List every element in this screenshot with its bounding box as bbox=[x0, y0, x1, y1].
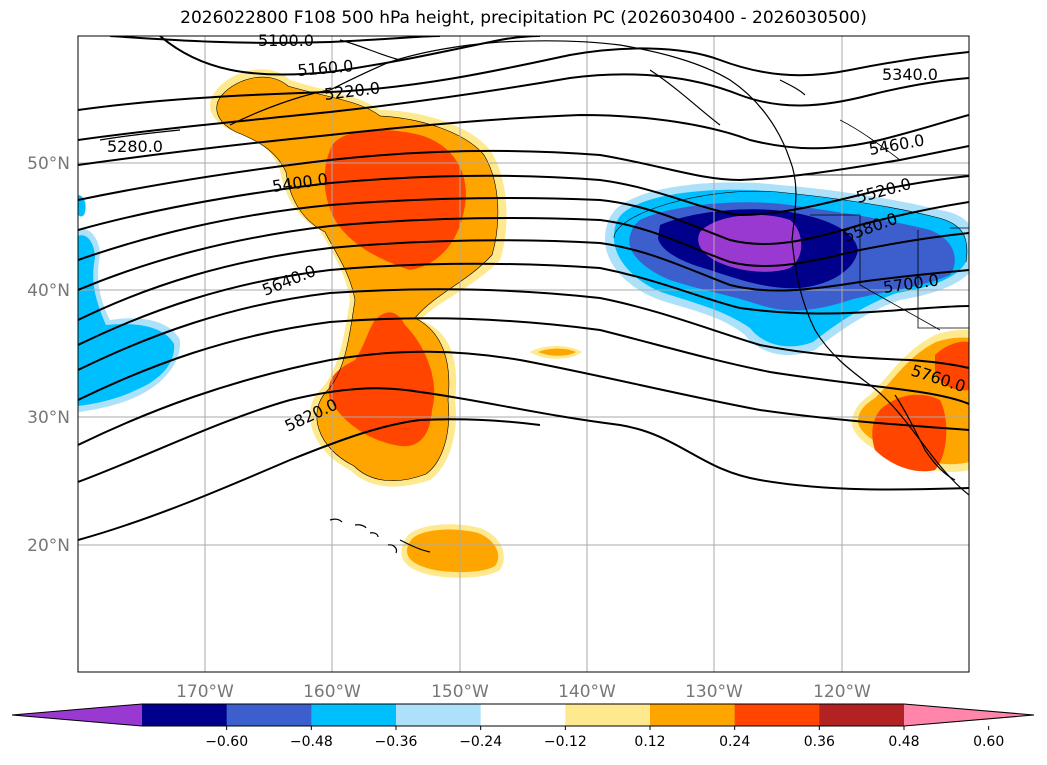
colorbar-swatch bbox=[311, 704, 397, 726]
contour-label: 5280.0 bbox=[107, 137, 163, 156]
colorbar-tick-label: −0.24 bbox=[459, 734, 502, 750]
contour-label: 5160.0 bbox=[297, 56, 354, 80]
colorbar-swatch bbox=[819, 704, 905, 726]
colorbar-swatch bbox=[565, 704, 651, 726]
colorbar-swatch bbox=[226, 704, 312, 726]
colorbar-tick-label: 0.36 bbox=[804, 734, 835, 750]
lat-tick: 30°N bbox=[27, 408, 70, 428]
colorbar-tick-label: 0.24 bbox=[719, 734, 750, 750]
contour-label: 5340.0 bbox=[882, 65, 938, 84]
colorbar-tick-label: −0.36 bbox=[375, 734, 418, 750]
colorbar-swatch bbox=[650, 704, 736, 726]
lon-tick: 130°W bbox=[685, 682, 743, 702]
map-content bbox=[78, 36, 969, 672]
colorbar-swatch bbox=[480, 704, 566, 726]
colorbar-outline bbox=[11, 703, 1035, 727]
lon-tick-labels: 170°W 160°W 150°W 140°W 130°W 120°W bbox=[176, 682, 871, 702]
colorbar-swatch bbox=[734, 704, 820, 726]
lon-tick: 150°W bbox=[431, 682, 489, 702]
colorbar: −0.60 −0.48 −0.36 −0.24 −0.12 0.12 0.24 0.36 0.4… bbox=[11, 703, 1035, 750]
lat-tick-labels: 50°N 40°N 30°N 20°N bbox=[27, 154, 70, 556]
lat-tick: 20°N bbox=[27, 536, 70, 556]
colorbar-tick-label: 0.12 bbox=[634, 734, 665, 750]
lon-tick: 140°W bbox=[558, 682, 616, 702]
colorbar-tick-label: −0.12 bbox=[544, 734, 587, 750]
colorbar-swatch bbox=[396, 704, 482, 726]
lon-tick: 120°W bbox=[813, 682, 871, 702]
lon-tick: 170°W bbox=[176, 682, 234, 702]
boundaries bbox=[795, 119, 969, 331]
colorbar-tick-label: 0.48 bbox=[888, 734, 919, 750]
height-contours bbox=[78, 36, 969, 541]
lat-tick: 40°N bbox=[27, 281, 70, 301]
map-background bbox=[78, 36, 969, 672]
lat-tick: 50°N bbox=[27, 154, 70, 174]
colorbar-swatch bbox=[142, 704, 228, 726]
colorbar-tick-label: −0.60 bbox=[205, 734, 248, 750]
colorbar-tick-label: 0.60 bbox=[973, 734, 1004, 750]
map-frame bbox=[77, 35, 970, 673]
lon-tick: 160°W bbox=[303, 682, 361, 702]
colorbar-tick-label: −0.48 bbox=[290, 734, 333, 750]
map-title: 2026022800 F108 500 hPa height, precipit… bbox=[180, 8, 867, 28]
colorbar-swatch bbox=[12, 704, 142, 726]
contour-label: 5100.0 bbox=[258, 31, 314, 50]
colorbar-swatch bbox=[904, 704, 1034, 726]
